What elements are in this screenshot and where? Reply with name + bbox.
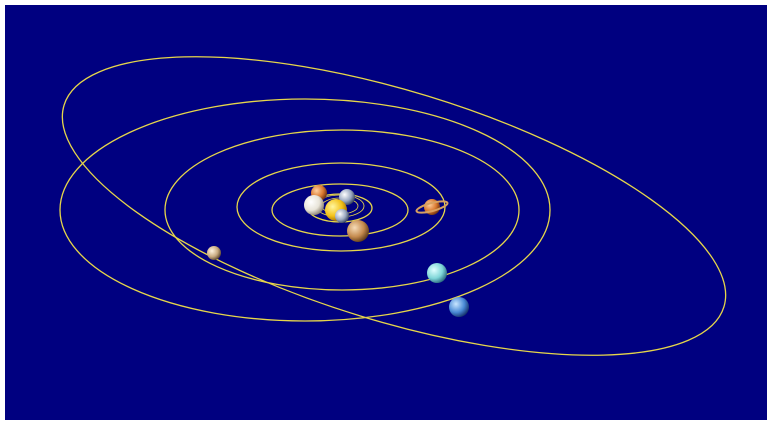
planet bbox=[449, 297, 469, 317]
inner-cluster bbox=[304, 185, 369, 242]
space-background bbox=[5, 5, 767, 420]
orbit bbox=[61, 56, 727, 356]
planet bbox=[427, 263, 447, 283]
orbit bbox=[271, 183, 409, 237]
orbit bbox=[164, 129, 520, 291]
planet bbox=[304, 195, 324, 215]
planet bbox=[339, 189, 355, 205]
planet bbox=[335, 209, 349, 223]
saturn bbox=[415, 199, 449, 215]
orbit bbox=[59, 98, 551, 322]
planet bbox=[207, 246, 221, 260]
planet bbox=[347, 220, 369, 242]
planet-ring bbox=[415, 200, 449, 214]
